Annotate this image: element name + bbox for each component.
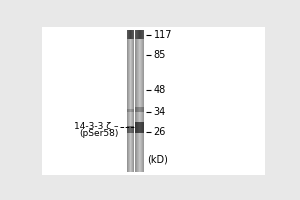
Text: 34: 34 — [154, 107, 166, 117]
Text: 117: 117 — [154, 30, 172, 40]
Text: (pSer58): (pSer58) — [80, 129, 119, 138]
Text: 14-3-3 ζ –: 14-3-3 ζ – — [74, 122, 119, 131]
Text: 85: 85 — [154, 50, 166, 60]
Text: (kD): (kD) — [147, 155, 168, 165]
Text: 26: 26 — [154, 127, 166, 137]
Text: 48: 48 — [154, 85, 166, 95]
